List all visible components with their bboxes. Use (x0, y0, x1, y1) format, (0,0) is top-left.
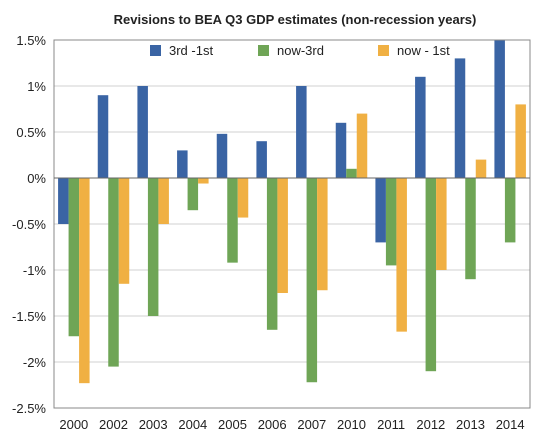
x-tick-labels: 2000 2002 2003 2004 2005 2006 2007 2010 2011 2012… (59, 417, 524, 432)
bar (436, 178, 447, 270)
y-tick-label: -0.5% (12, 217, 46, 232)
y-tick-label: -2% (23, 355, 47, 370)
bar (108, 178, 119, 367)
x-tick-label: 2000 (59, 417, 88, 432)
bar (425, 178, 437, 372)
bar (356, 113, 368, 178)
bar (346, 168, 357, 178)
y-tick-label: 0% (27, 171, 46, 186)
bar (454, 58, 466, 178)
y-tick-label: -2.5% (12, 401, 46, 416)
x-tick-label: 2011 (377, 417, 405, 432)
bar (475, 159, 487, 178)
bar (494, 40, 505, 178)
x-tick-label: 2002 (99, 417, 128, 432)
bar (58, 178, 69, 224)
x-tick-label: 2006 (258, 417, 287, 432)
chart-title: Revisions to BEA Q3 GDP estimates (non-r… (114, 12, 477, 27)
bar (515, 104, 526, 178)
bar (266, 178, 278, 330)
legend-swatch (150, 45, 161, 56)
legend-label: now-3rd (277, 43, 324, 58)
x-tick-label: 2003 (139, 417, 168, 432)
x-tick-label: 2004 (178, 417, 207, 432)
legend-label: now - 1st (397, 43, 450, 58)
y-tick-label: -1% (23, 263, 47, 278)
bar (79, 178, 90, 384)
y-tick-label: -1.5% (12, 309, 46, 324)
bar (306, 178, 318, 383)
bar (187, 178, 199, 211)
bar (504, 178, 516, 243)
bar (256, 141, 267, 178)
x-tick-label: 2007 (297, 417, 326, 432)
bar (465, 178, 476, 280)
bar (277, 178, 288, 293)
bars (58, 40, 526, 384)
bar (396, 178, 407, 332)
bar (227, 178, 238, 263)
bar (237, 178, 249, 218)
bar (335, 122, 347, 178)
y-tick-label: 1% (27, 79, 46, 94)
legend-label: 3rd -1st (169, 43, 213, 58)
x-tick-label: 2005 (218, 417, 247, 432)
bar (296, 86, 307, 178)
bar (118, 178, 130, 284)
x-tick-label: 2010 (337, 417, 366, 432)
bar (147, 178, 159, 316)
bar (385, 178, 397, 266)
bar (97, 95, 109, 178)
y-tick-label: 0.5% (16, 125, 46, 140)
legend: 3rd -1st now-3rd now - 1st (150, 43, 450, 58)
bar (137, 86, 148, 178)
legend-swatch (258, 45, 269, 56)
legend-swatch (378, 45, 389, 56)
plot-frame (53, 39, 531, 409)
axes (53, 39, 531, 409)
bar (415, 76, 426, 178)
y-tick-label: 1.5% (16, 33, 46, 48)
bar (68, 178, 80, 337)
x-tick-label: 2013 (456, 417, 485, 432)
y-tick-labels: -2.5% -2% -1.5% -1% -0.5% 0% 0.5% 1% 1.5% (12, 33, 46, 416)
bar (317, 178, 328, 291)
bar (216, 133, 228, 178)
x-tick-label: 2012 (416, 417, 445, 432)
bar (198, 178, 209, 184)
x-tick-label: 2014 (496, 417, 525, 432)
bar (158, 178, 169, 224)
bar (177, 150, 188, 178)
bar (375, 178, 386, 243)
